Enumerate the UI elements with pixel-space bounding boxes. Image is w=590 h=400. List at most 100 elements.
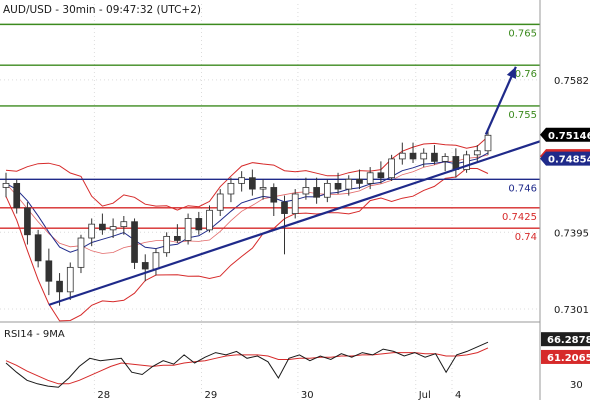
candle <box>184 213 192 245</box>
rsi-line <box>5 341 489 388</box>
candle-body <box>356 178 363 184</box>
candle <box>88 218 96 247</box>
rsi-value-badge-shape <box>541 332 590 347</box>
grid <box>0 4 540 393</box>
candle-body <box>152 252 160 270</box>
candle <box>174 224 181 243</box>
x-tick-label: 4 <box>455 390 461 400</box>
rsi-panel: 30 66.2878 61.2065 <box>5 332 590 391</box>
bollinger-upper <box>5 136 489 211</box>
candle <box>120 216 128 235</box>
candle <box>431 145 438 165</box>
price-tick-label: 0.7301 <box>554 305 589 316</box>
candle-body <box>109 226 117 231</box>
candle <box>99 213 106 235</box>
candle <box>66 262 74 300</box>
candle <box>356 169 363 190</box>
price-badge-shape <box>540 151 590 166</box>
price-badge-label: 0.74854 <box>548 155 590 166</box>
candle-body <box>56 280 63 293</box>
candle-body <box>409 152 417 160</box>
chart-title: AUD/USD - 30min - 09:47:32 (UTC+2) <box>3 4 201 16</box>
candle <box>227 177 235 203</box>
candle-body <box>131 221 138 263</box>
candle-body <box>366 172 374 184</box>
candle <box>484 130 492 155</box>
candle-body <box>216 193 224 211</box>
rsi-ma-badge-label: 61.2065 <box>547 353 590 364</box>
candle-body <box>484 134 492 152</box>
candle <box>270 183 278 216</box>
candle-body <box>45 260 53 282</box>
candle <box>323 179 331 203</box>
x-tick-label: 30 <box>301 390 314 400</box>
candle-body <box>377 172 385 179</box>
projection-arrow-shaft <box>484 66 517 135</box>
candle-body <box>34 234 42 262</box>
x-tick-label: 28 <box>97 390 110 400</box>
candle-body <box>13 182 21 209</box>
candle <box>34 229 42 268</box>
level-label: 0.74 <box>515 232 537 243</box>
candle-body <box>259 187 267 190</box>
candle <box>141 254 149 282</box>
candle-body <box>227 182 235 195</box>
rsi-ma-badge: 61.2065 <box>541 349 590 364</box>
candle-body <box>388 158 395 179</box>
candle <box>216 189 224 216</box>
current-price-badge-label: 0.75146 <box>548 131 590 142</box>
candle <box>398 142 406 165</box>
candle <box>77 234 85 274</box>
rsi-title: RSI14 - 9MA <box>4 329 65 340</box>
price-tick-label: 0.7395 <box>554 228 589 239</box>
candle <box>291 189 299 219</box>
candle <box>249 169 256 196</box>
candle <box>259 179 267 200</box>
candle-body <box>120 221 128 227</box>
candle <box>377 161 385 184</box>
candle-body <box>270 187 278 203</box>
candle <box>2 172 10 198</box>
candle-body <box>184 218 192 241</box>
current-price-badge-shape <box>540 127 590 142</box>
level-label: 0.755 <box>508 110 537 121</box>
candle <box>109 218 117 239</box>
candle <box>345 175 353 196</box>
candle <box>420 148 428 168</box>
candle-body <box>66 266 74 293</box>
candle-body <box>302 187 310 195</box>
candle-body <box>77 237 85 268</box>
rsi-value-badge: 66.2878 <box>541 332 590 347</box>
candle-body <box>174 235 181 241</box>
candle-body <box>441 156 449 162</box>
candle-body <box>398 152 406 160</box>
candle <box>281 195 288 255</box>
trend-overlays <box>48 66 541 306</box>
trendline <box>48 140 541 306</box>
price-badge: 0.74854 <box>540 151 590 166</box>
candle <box>302 177 310 200</box>
candle <box>366 167 374 190</box>
candle-body <box>313 187 320 198</box>
candle <box>206 205 213 233</box>
candle <box>24 202 31 245</box>
rsi-tick-label: 30 <box>570 380 583 391</box>
candle <box>334 172 342 194</box>
candle-body <box>163 235 171 254</box>
candle-body <box>88 223 96 239</box>
rsi-ma-badge-shape <box>541 349 590 364</box>
candle-body <box>141 262 149 270</box>
candle <box>313 177 320 204</box>
candle-body <box>281 201 288 214</box>
candle <box>409 142 417 163</box>
candle <box>45 248 53 296</box>
bollinger-lower <box>5 167 489 322</box>
candle-body <box>291 193 299 214</box>
candle <box>238 171 245 192</box>
candle-body <box>420 152 428 160</box>
x-tick-label: 29 <box>205 390 218 400</box>
current-price-badge: 0.75146 <box>540 127 590 142</box>
price-tick-label: 0.7582 <box>554 76 589 87</box>
candle <box>463 150 470 173</box>
